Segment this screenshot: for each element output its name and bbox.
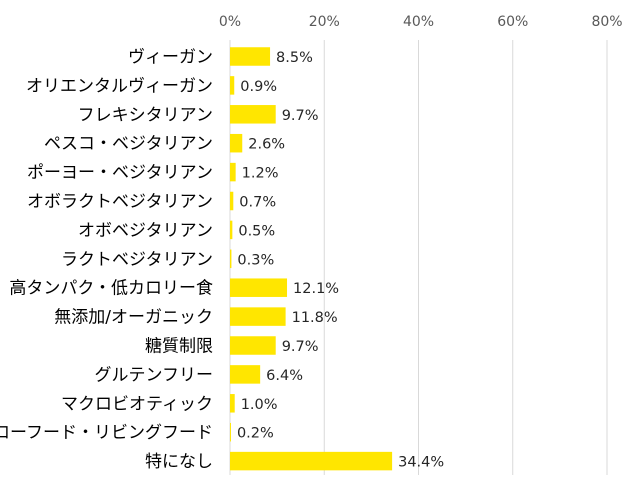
bar	[230, 451, 393, 471]
value-label: 1.0%	[241, 397, 278, 413]
bar	[230, 422, 231, 442]
bar	[230, 278, 288, 297]
bar	[230, 47, 271, 66]
bar	[230, 105, 276, 124]
category-label: 糖質制限	[145, 337, 213, 357]
category-label: ペスコ・ベジタリアン	[44, 134, 213, 154]
category-label: オボベジタリアン	[78, 221, 213, 241]
category-label: ラクトベジタリアン	[61, 250, 213, 270]
x-tick-label: 80%	[591, 14, 622, 30]
x-axis-ticks: 0% 20% 40% 60% 80%	[219, 14, 623, 30]
value-label: 6.4%	[266, 368, 303, 384]
category-label: オリエンタルヴィーガン	[26, 76, 213, 96]
x-tick-label: 40%	[403, 14, 434, 30]
bar	[230, 191, 234, 211]
value-label: 0.2%	[237, 426, 274, 442]
value-label: 9.7%	[282, 339, 319, 355]
bar	[230, 394, 235, 413]
bar	[230, 365, 261, 384]
category-label: マクロビオティック	[61, 394, 213, 414]
value-label: 0.5%	[238, 223, 275, 239]
bar	[230, 336, 276, 355]
value-label: 12.1%	[293, 281, 339, 297]
value-label: 9.7%	[282, 108, 319, 124]
gridlines	[229, 40, 608, 475]
value-label: 34.4%	[398, 455, 444, 471]
x-tick-label: 20%	[309, 14, 340, 30]
category-label: 高タンパク・低カロリー食	[9, 279, 213, 299]
value-label: 2.6%	[248, 137, 285, 153]
bars	[230, 47, 393, 471]
category-label: ヴィーガン	[128, 48, 213, 68]
category-labels: ヴィーガンオリエンタルヴィーガンフレキシタリアンペスコ・ベジタリアンポーヨー・ベ…	[0, 48, 213, 473]
category-label: グルテンフリー	[95, 365, 214, 385]
value-label: 11.8%	[292, 310, 338, 326]
bar	[230, 162, 236, 182]
category-label: フレキシタリアン	[78, 105, 213, 125]
x-tick-label: 60%	[497, 14, 528, 30]
value-label: 1.2%	[242, 166, 279, 182]
bar	[230, 133, 243, 153]
category-label: オボラクトベジタリアン	[27, 192, 213, 212]
value-label: 0.9%	[240, 79, 277, 95]
x-tick-label: 0%	[219, 14, 241, 30]
category-label: 無添加/オーガニック	[54, 308, 213, 328]
value-label: 0.7%	[239, 195, 276, 211]
bar	[230, 249, 232, 269]
category-label: 特になし	[145, 452, 213, 472]
category-label: ローフード・リビングフード	[0, 423, 213, 443]
category-label: ポーヨー・ベジタリアン	[27, 163, 213, 183]
bar	[230, 307, 286, 326]
value-labels: 8.5% 0.9% 9.7% 2.6% 1.2% 0.7% 0.5% 0.3% 12.1% 11.…	[237, 50, 444, 471]
value-label: 8.5%	[276, 50, 313, 66]
bar	[230, 220, 233, 240]
value-label: 0.3%	[237, 252, 274, 268]
bar	[230, 76, 235, 95]
